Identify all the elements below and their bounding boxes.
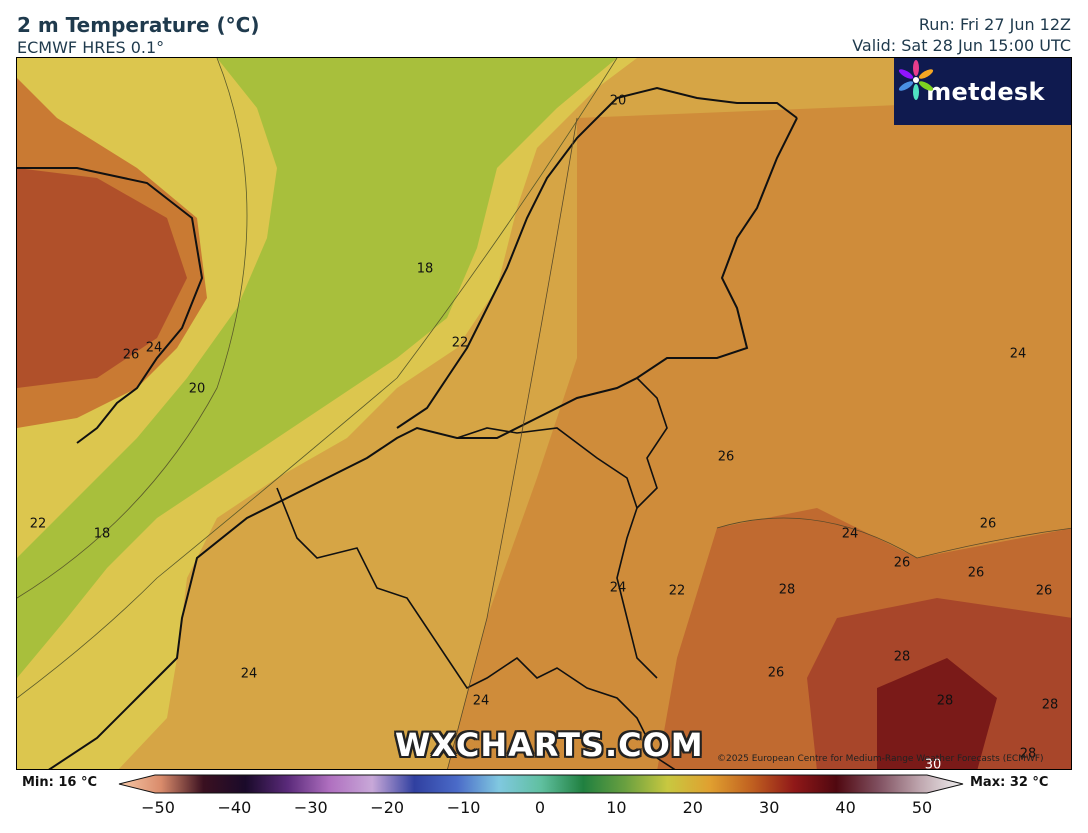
- temperature-colorbar: [118, 774, 964, 794]
- contour-label: 28: [778, 582, 796, 598]
- contour-label: 18: [93, 526, 111, 542]
- contour-label: 26: [122, 347, 140, 363]
- metdesk-flower-icon: [898, 60, 934, 100]
- max-value: Max: 32 °C: [970, 775, 1049, 790]
- temperature-field: [17, 58, 1071, 769]
- wadden-coastline: [616, 86, 798, 119]
- netherlands-coastline: [396, 97, 618, 429]
- contour-line-20: [17, 58, 248, 599]
- contour-label: 22: [29, 516, 47, 532]
- contour-label: 22: [668, 583, 686, 599]
- contour-label: 26: [717, 449, 735, 465]
- colorbar-tick: −10: [446, 798, 481, 817]
- england-hot-zone: [17, 168, 187, 388]
- temperature-map: 20 18 26 24 20 22 22 18 24 26 24 26 26 2…: [16, 57, 1072, 770]
- contour-label: 24: [145, 340, 163, 356]
- contour-label: 26: [979, 516, 997, 532]
- metdesk-logo: metdesk: [894, 58, 1071, 125]
- sea-18-zone: [17, 58, 617, 678]
- contour-label: 30: [924, 757, 942, 770]
- contour-label: 28: [936, 693, 954, 709]
- contour-label: 24: [240, 666, 258, 682]
- contour-line-26: [447, 117, 578, 769]
- chart-title: 2 m Temperature (°C): [17, 13, 260, 37]
- colorbar-tick: 0: [534, 798, 546, 817]
- border-france-belgium: [276, 487, 676, 769]
- border-belgium-germany: [456, 427, 658, 679]
- contour-label: 28: [1041, 697, 1059, 713]
- contour-label: 26: [1035, 583, 1053, 599]
- england-coastline: [17, 167, 204, 444]
- colorbar-tick: 40: [835, 798, 856, 817]
- chart-header-right: Run: Fri 27 Jun 12Z Valid: Sat 28 Jun 15…: [852, 14, 1071, 56]
- watermark: WXCHARTS.COM: [395, 726, 704, 764]
- contour-label: 20: [188, 381, 206, 397]
- contour-label: 26: [767, 665, 785, 681]
- colorbar-tick: 30: [759, 798, 780, 817]
- contour-label: 20: [609, 93, 627, 109]
- contour-32-zone: [877, 658, 997, 769]
- contour-label: 26: [967, 565, 985, 581]
- contour-label: 28: [1019, 746, 1037, 762]
- contour-line-28: [716, 517, 1071, 559]
- chart-header-left: 2 m Temperature (°C) ECMWF HRES 0.1°: [17, 12, 259, 58]
- colorbar-tick: −20: [370, 798, 405, 817]
- colorbar-tick: −40: [217, 798, 252, 817]
- logo-text: metdesk: [926, 77, 1045, 106]
- contour-label: 18: [416, 261, 434, 277]
- contour-label: 24: [609, 580, 627, 596]
- contour-label: 26: [893, 555, 911, 571]
- colorbar-tick: −30: [293, 798, 328, 817]
- run-time: Run: Fri 27 Jun 12Z: [918, 15, 1071, 34]
- colorbar-tick: 10: [606, 798, 627, 817]
- contour-label: 24: [472, 693, 490, 709]
- min-value: Min: 16 °C: [22, 775, 98, 790]
- contour-label: 24: [1009, 346, 1027, 362]
- border-netherlands-germany: [636, 377, 668, 509]
- valid-time: Valid: Sat 28 Jun 15:00 UTC: [852, 36, 1071, 55]
- colorbar-tick: −50: [141, 798, 175, 817]
- colorbar-tick: 50: [911, 798, 933, 817]
- contour-label: 28: [893, 649, 911, 665]
- copyright-notice: ©2025 European Centre for Medium-Range W…: [717, 754, 1044, 764]
- contour-label: 22: [451, 335, 469, 351]
- colorbar-tick: 20: [682, 798, 703, 817]
- model-name: ECMWF HRES 0.1°: [17, 38, 165, 57]
- continental-coastline: [48, 117, 798, 769]
- contour-label: 24: [841, 526, 859, 542]
- contour-line-20-east: [17, 58, 618, 699]
